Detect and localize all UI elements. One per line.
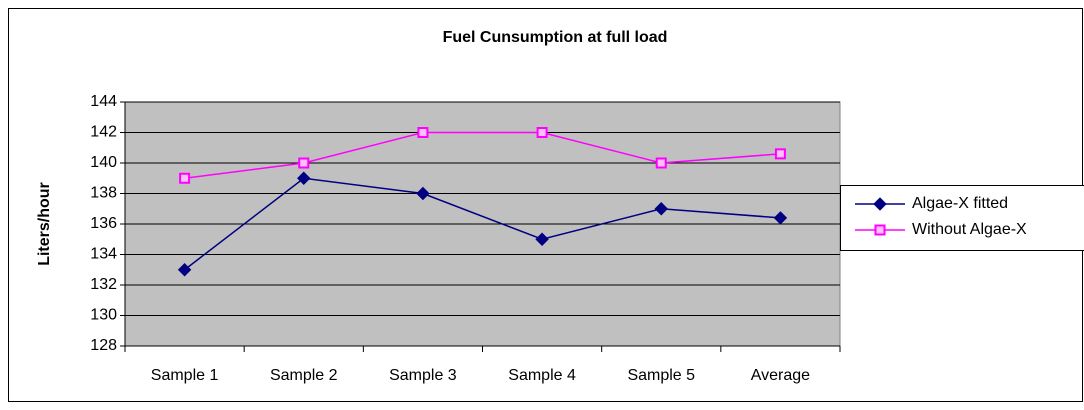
y-axis-title: Liters/hour	[36, 182, 53, 266]
marker	[177, 263, 192, 277]
y-tick-label: 142	[90, 124, 117, 141]
y-tick-label: 132	[90, 276, 117, 293]
chart-title: Fuel Cunsumption at full load	[443, 29, 668, 46]
legend-label: Without Algae-X	[912, 221, 1027, 238]
y-tick-label: 134	[90, 246, 117, 263]
legend-label: Algae-X fitted	[912, 195, 1008, 212]
x-tick-label: Average	[751, 367, 810, 384]
marker	[654, 202, 668, 216]
y-tick-label: 128	[90, 337, 117, 354]
x-tick-label: Sample 3	[389, 367, 457, 384]
marker	[774, 148, 786, 160]
marker	[416, 186, 430, 201]
marker	[536, 127, 548, 138]
marker	[417, 127, 429, 138]
y-tick-label: 136	[90, 215, 117, 232]
marker	[535, 232, 549, 246]
legend-marker	[873, 197, 887, 211]
x-tick-label: Sample 1	[151, 367, 219, 384]
series-line	[184, 177, 781, 271]
marker	[297, 171, 311, 185]
legend-box	[840, 185, 1084, 251]
x-tick-label: Sample 4	[508, 367, 576, 384]
series-line	[184, 131, 781, 179]
y-tick-label: 130	[90, 307, 117, 324]
x-tick-label: Sample 2	[270, 367, 338, 384]
y-tick-label: 138	[90, 185, 117, 202]
y-tick-label: 140	[90, 154, 117, 171]
x-tick-label: Sample 5	[627, 367, 695, 384]
marker	[773, 211, 788, 225]
legend-marker	[874, 224, 886, 236]
marker	[298, 157, 310, 169]
marker	[655, 157, 667, 169]
marker	[179, 172, 191, 184]
y-tick-label: 144	[90, 93, 117, 110]
